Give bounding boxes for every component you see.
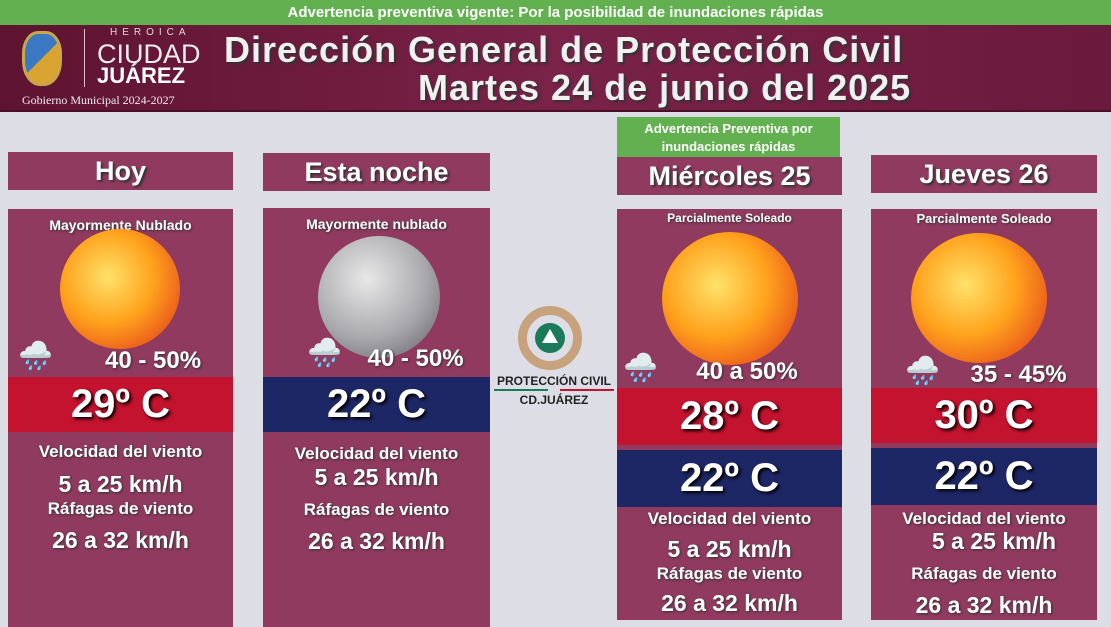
rain-chance: 40 - 50% bbox=[367, 345, 464, 372]
condition: Parcialmente Soleado bbox=[916, 211, 1052, 226]
forecast-card-miercoles: Parcialmente Soleado 🌧️ 40 a 50% 28º C 2… bbox=[617, 209, 842, 620]
forecast-card-jueves: Parcialmente Soleado 🌧️ 35 - 45% 30º C 2… bbox=[871, 209, 1097, 620]
temp-max: 30º C bbox=[871, 388, 1097, 443]
day-header-jueves: Jueves 26 bbox=[871, 155, 1097, 193]
city-crest-logo bbox=[22, 31, 62, 86]
rain-chance: 40 a 50% bbox=[696, 358, 798, 385]
page-title: Dirección General de Protección Civil bbox=[224, 29, 904, 70]
moon-icon bbox=[318, 236, 440, 358]
gust-label: Ráfagas de viento bbox=[656, 564, 803, 583]
page-date: Martes 24 de junio del 2025 bbox=[418, 67, 912, 108]
rain-cloud-icon: 🌧️ bbox=[18, 340, 53, 371]
gust-value: 26 a 32 km/h bbox=[52, 527, 189, 553]
wind-value: 5 a 25 km/h bbox=[931, 528, 1057, 554]
gust-label: Ráfagas de viento bbox=[303, 500, 450, 519]
rain-cloud-icon: 🌧️ bbox=[623, 352, 658, 383]
sun-icon bbox=[662, 232, 798, 365]
warning-banner: Advertencia preventiva vigente: Por la p… bbox=[0, 0, 1111, 25]
flood-warning-badge: Advertencia Preventiva por inundaciones … bbox=[617, 117, 840, 157]
day-header-esta-noche: Esta noche bbox=[263, 153, 490, 191]
forecast-card-hoy: Mayormente Nublado 🌧️ 40 - 50% 29º C Vel… bbox=[8, 209, 233, 627]
wind-label: Velocidad del viento bbox=[647, 509, 812, 528]
forecast-card-esta-noche: Mayormente nublado 🌧️ 40 - 50% 22º C Vel… bbox=[263, 208, 490, 627]
condition: Parcialmente Soleado bbox=[667, 211, 792, 225]
gust-value: 26 a 32 km/h bbox=[308, 528, 445, 554]
sun-icon bbox=[911, 233, 1047, 363]
logo-ciudad: CIUDAD bbox=[97, 39, 201, 69]
logo-text-1: PROTECCIÓN CIVIL bbox=[496, 374, 611, 388]
logo-text-2: CD.JUÁREZ bbox=[519, 393, 589, 407]
divider bbox=[84, 29, 85, 87]
wind-value: 5 a 25 km/h bbox=[667, 536, 792, 562]
temp-max: 28º C bbox=[617, 388, 842, 445]
temp-min: 22º C bbox=[617, 450, 842, 507]
sun-icon bbox=[60, 229, 180, 349]
day-header-hoy: Hoy bbox=[8, 152, 233, 190]
gust-label: Ráfagas de viento bbox=[911, 564, 1057, 583]
header: HEROICA CIUDAD JUÁREZ Gobierno Municipal… bbox=[0, 25, 1111, 112]
gust-value: 26 a 32 km/h bbox=[915, 592, 1053, 618]
temp-max: 29º C bbox=[8, 377, 233, 432]
wind-value: 5 a 25 km/h bbox=[58, 471, 183, 497]
proteccion-civil-logo bbox=[518, 306, 582, 370]
wind-label: Velocidad del viento bbox=[294, 444, 459, 463]
gust-label: Ráfagas de viento bbox=[47, 499, 194, 518]
rain-chance: 40 - 50% bbox=[104, 347, 202, 374]
condition: Mayormente nublado bbox=[306, 216, 447, 232]
condition: Mayormente Nublado bbox=[49, 217, 192, 233]
temp-min: 22º C bbox=[263, 377, 490, 432]
logo-heroica: HEROICA bbox=[110, 27, 191, 38]
gust-value: 26 a 32 km/h bbox=[661, 590, 798, 616]
day-header-miercoles: Miércoles 25 bbox=[617, 157, 842, 195]
wind-label: Velocidad del viento bbox=[38, 442, 203, 461]
logo-gobierno: Gobierno Municipal 2024-2027 bbox=[22, 93, 175, 107]
rain-chance: 35 - 45% bbox=[970, 361, 1067, 388]
rain-cloud-icon: 🌧️ bbox=[905, 355, 940, 386]
rain-cloud-icon: 🌧️ bbox=[307, 337, 342, 368]
logo-juarez: JUÁREZ bbox=[97, 63, 186, 88]
logo-underline bbox=[494, 389, 614, 391]
wind-label: Velocidad del viento bbox=[902, 509, 1066, 528]
wind-value: 5 a 25 km/h bbox=[314, 464, 439, 490]
temp-min: 22º C bbox=[871, 448, 1097, 505]
